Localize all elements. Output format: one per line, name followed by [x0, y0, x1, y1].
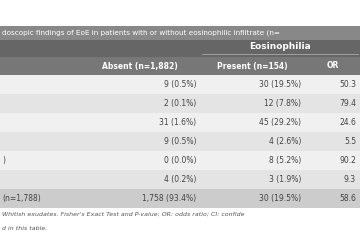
Text: 4 (0.2%): 4 (0.2%) [164, 175, 196, 184]
Text: 9.3: 9.3 [344, 175, 356, 184]
Text: 12 (7.8%): 12 (7.8%) [264, 99, 301, 108]
Text: Eosinophilia: Eosinophilia [249, 42, 311, 51]
Text: (n=1,788): (n=1,788) [2, 194, 41, 203]
Text: doscopic findings of EoE in patients with or without eosinophilic infiltrate (n=: doscopic findings of EoE in patients wit… [2, 30, 280, 36]
Text: ): ) [2, 156, 5, 165]
Text: 31 (1.6%): 31 (1.6%) [159, 118, 196, 127]
Text: d in this table.: d in this table. [2, 226, 47, 231]
Text: 50.3: 50.3 [339, 80, 356, 89]
Text: 30 (19.5%): 30 (19.5%) [259, 194, 301, 203]
Bar [0, 113, 360, 132]
Text: 8 (5.2%): 8 (5.2%) [269, 156, 301, 165]
Bar [0, 189, 360, 208]
Text: Absent (n=1,882): Absent (n=1,882) [102, 62, 178, 71]
Bar [0, 57, 360, 75]
Text: 9 (0.5%): 9 (0.5%) [163, 137, 196, 146]
Text: 79.4: 79.4 [339, 99, 356, 108]
Text: OR: OR [326, 62, 339, 71]
Text: 30 (19.5%): 30 (19.5%) [259, 80, 301, 89]
Text: 5.5: 5.5 [344, 137, 356, 146]
Bar [0, 170, 360, 189]
Text: 45 (29.2%): 45 (29.2%) [259, 118, 301, 127]
Text: 9 (0.5%): 9 (0.5%) [163, 80, 196, 89]
Text: Present (n=154): Present (n=154) [217, 62, 288, 71]
Text: Whitish exudates. Fisher's Exact Test and P-value; OR: odds ratio; CI: confide: Whitish exudates. Fisher's Exact Test an… [2, 212, 244, 217]
Text: 0 (0.0%): 0 (0.0%) [163, 156, 196, 165]
Bar [0, 75, 360, 94]
Text: 24.6: 24.6 [339, 118, 356, 127]
Text: 58.6: 58.6 [339, 194, 356, 203]
Bar [0, 132, 360, 151]
Bar [0, 208, 360, 236]
Text: 90.2: 90.2 [339, 156, 356, 165]
Text: 1,758 (93.4%): 1,758 (93.4%) [142, 194, 196, 203]
Bar [0, 26, 360, 40]
Bar [0, 40, 360, 57]
Text: 2 (0.1%): 2 (0.1%) [164, 99, 196, 108]
Bar [0, 94, 360, 113]
Text: 3 (1.9%): 3 (1.9%) [269, 175, 301, 184]
Text: 4 (2.6%): 4 (2.6%) [269, 137, 301, 146]
Bar [0, 151, 360, 170]
